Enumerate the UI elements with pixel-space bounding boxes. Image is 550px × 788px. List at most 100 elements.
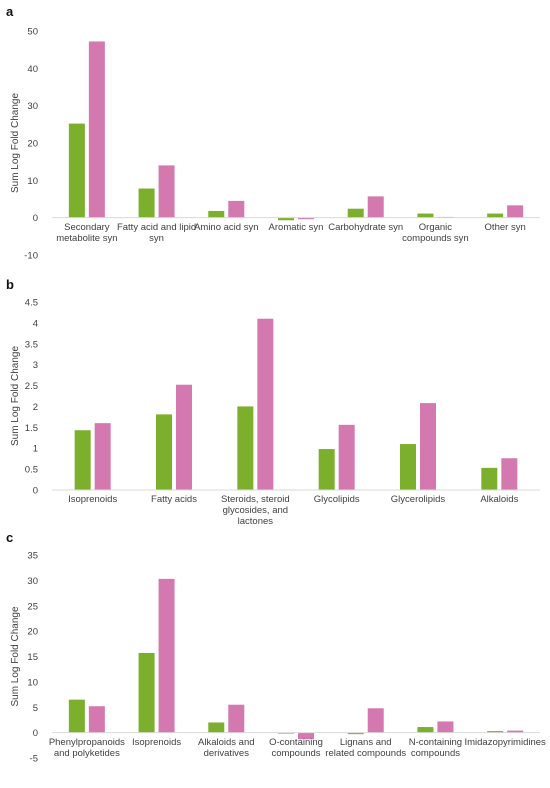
y-tick-label: 30 xyxy=(27,576,38,587)
bar-series2 xyxy=(88,706,105,733)
category-label: Phenylpropanoids xyxy=(49,737,125,748)
y-tick-label: 50 xyxy=(27,27,38,38)
category-label: Steroids, steroid xyxy=(221,494,290,505)
category-label: Imidazopyrimidines xyxy=(464,737,546,748)
bar-series1 xyxy=(481,467,498,490)
bar-series1 xyxy=(138,652,155,733)
bar-series2 xyxy=(501,458,518,490)
bar-series1 xyxy=(278,732,294,734)
y-tick-label: 5 xyxy=(33,703,38,714)
bar-series1 xyxy=(347,208,364,218)
y-tick-label: 40 xyxy=(27,64,38,75)
bar-series2 xyxy=(228,704,245,733)
bar-series1 xyxy=(318,449,335,490)
y-tick-label: -10 xyxy=(24,251,38,262)
category-label: Lignans and xyxy=(340,737,392,748)
y-tick-label: 2.5 xyxy=(25,381,38,392)
y-tick-label: 2 xyxy=(33,402,38,413)
bar-series1 xyxy=(237,406,254,490)
category-label: Fatty acid and lipid xyxy=(117,222,196,233)
category-label: Isoprenoids xyxy=(68,494,117,505)
bar-series1 xyxy=(68,699,85,733)
bar-series2 xyxy=(420,403,436,490)
y-tick-label: 1 xyxy=(33,444,38,455)
panel-letter: a xyxy=(6,4,14,19)
category-label: Glycolipids xyxy=(314,494,360,505)
bar-series1 xyxy=(417,213,434,218)
y-tick-label: 35 xyxy=(27,551,38,562)
category-label: syn xyxy=(149,233,164,244)
y-tick-label: 3 xyxy=(33,360,38,371)
y-tick-label: 0 xyxy=(33,213,38,224)
category-label: Alkaloids and xyxy=(198,737,255,748)
y-tick-label: 4.5 xyxy=(25,298,38,309)
bar-series2 xyxy=(367,708,384,733)
category-label: N-containing xyxy=(409,737,462,748)
bar-series1 xyxy=(417,727,434,733)
y-tick-label: 3.5 xyxy=(25,339,38,350)
bar-series1 xyxy=(208,722,225,733)
category-label: compounds syn xyxy=(402,233,469,244)
bar-series1 xyxy=(487,213,504,218)
y-tick-label: 10 xyxy=(27,176,38,187)
category-label: Other syn xyxy=(485,222,526,233)
category-label: Fatty acids xyxy=(151,494,197,505)
category-label: Aromatic syn xyxy=(269,222,324,233)
bar-series1 xyxy=(400,444,416,490)
y-tick-label: 15 xyxy=(27,652,38,663)
category-label: O-containing xyxy=(269,737,323,748)
category-label: compounds xyxy=(271,748,320,759)
category-label: Isoprenoids xyxy=(132,737,181,748)
y-tick-label: 0 xyxy=(33,486,38,497)
category-label: related compounds xyxy=(325,748,406,759)
y-tick-label: 20 xyxy=(27,139,38,150)
y-tick-label: 30 xyxy=(27,101,38,112)
y-axis-label: Sum Log Fold Change xyxy=(10,346,21,447)
bar-series2 xyxy=(158,165,175,218)
bar-series1 xyxy=(347,732,364,735)
y-tick-label: 0 xyxy=(33,728,38,739)
bar-series1 xyxy=(138,188,155,218)
bar-series2 xyxy=(507,730,524,733)
category-label: derivatives xyxy=(204,748,250,759)
category-label: Amino acid syn xyxy=(194,222,258,233)
bar-series2 xyxy=(176,384,192,490)
category-label: glycosides, and xyxy=(223,505,288,516)
category-label: Secondary xyxy=(64,222,110,233)
bar-series1 xyxy=(68,123,85,218)
bar-series2 xyxy=(88,41,105,218)
category-label: Glycerolipids xyxy=(391,494,446,505)
bar-series2 xyxy=(507,205,524,218)
y-tick-label: 4 xyxy=(33,318,38,329)
y-axis-label: Sum Log Fold Change xyxy=(10,606,21,707)
y-tick-label: 20 xyxy=(27,627,38,638)
category-label: Organic xyxy=(419,222,453,233)
bar-series1 xyxy=(278,217,294,221)
y-tick-label: 25 xyxy=(27,601,38,612)
y-tick-label: 10 xyxy=(27,677,38,688)
panel-c: c Sum Log Fold Change -5 0 5 10 15 20 25 30 35 Phen… xyxy=(6,530,546,765)
y-tick-label: 0.5 xyxy=(25,465,38,476)
bar-series1 xyxy=(74,430,91,490)
panel-b: b Sum Log Fold Change 0 0.5 1 1.5 2 2.5 3 3.5 4 4.5… xyxy=(6,277,540,527)
panel-letter: c xyxy=(6,530,13,545)
panel-letter: b xyxy=(6,277,14,292)
bar-series1 xyxy=(487,731,504,733)
bar-series2 xyxy=(298,217,314,220)
bar-series1 xyxy=(208,210,225,218)
bar-series2 xyxy=(257,318,274,490)
y-tick-label: 1.5 xyxy=(25,423,38,434)
bar-series2 xyxy=(228,200,245,218)
bar-series2 xyxy=(338,424,355,490)
category-label: metabolite syn xyxy=(56,233,117,244)
y-axis-label: Sum Log Fold Change xyxy=(10,93,21,194)
bar-series2 xyxy=(367,196,384,218)
category-label: compounds xyxy=(411,748,460,759)
category-label: and polyketides xyxy=(54,748,120,759)
bar-series2 xyxy=(158,578,175,733)
bar-series1 xyxy=(156,414,172,490)
bar-series2 xyxy=(298,732,314,740)
category-label: Carbohydrate syn xyxy=(328,222,403,233)
category-label: lactones xyxy=(238,516,274,527)
